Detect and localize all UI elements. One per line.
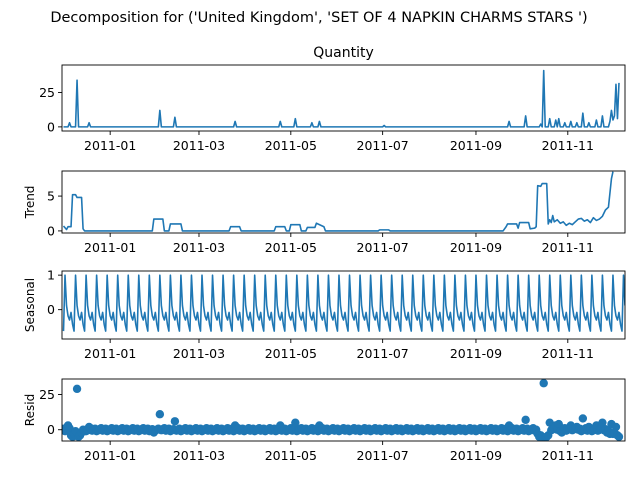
x-tick-label: 2011-07 bbox=[357, 138, 409, 153]
x-tick-label: 2011-11 bbox=[542, 240, 594, 255]
figure-suptitle: Decomposition for ('United Kingdom', 'SE… bbox=[50, 10, 587, 26]
resid-point bbox=[155, 410, 165, 419]
y-tick-label: 0 bbox=[47, 119, 55, 134]
panel-3-frame bbox=[61, 270, 626, 340]
x-tick-label: 2011-07 bbox=[357, 346, 409, 361]
panel-3-series bbox=[62, 274, 625, 332]
y-axis-label: Trend bbox=[23, 186, 37, 220]
resid-point bbox=[170, 417, 180, 426]
y-axis-label: Resid bbox=[23, 394, 37, 426]
x-tick-label: 2011-07 bbox=[357, 448, 409, 463]
y-tick-label: 0 bbox=[47, 223, 55, 238]
x-tick-label: 2011-09 bbox=[450, 240, 502, 255]
x-tick-label: 2011-09 bbox=[450, 138, 502, 153]
x-tick-label: 2011-01 bbox=[84, 138, 136, 153]
panel-4-series bbox=[62, 379, 624, 441]
y-tick-label: 25 bbox=[39, 387, 55, 402]
x-tick-label: 2011-01 bbox=[84, 240, 136, 255]
panel-1-frame bbox=[61, 64, 626, 132]
x-tick-label: 2011-03 bbox=[173, 448, 225, 463]
x-tick-label: 2011-07 bbox=[357, 240, 409, 255]
x-tick-label: 2011-01 bbox=[84, 346, 136, 361]
y-tick-label: 0 bbox=[47, 302, 55, 317]
panel-2: 0 5 2011-01 2011-03 2011-05 2011-07 2011-09 201… bbox=[23, 170, 626, 255]
panel-4-frame bbox=[61, 378, 626, 442]
x-tick-label: 2011-09 bbox=[450, 346, 502, 361]
panel-3: 0 1 2011-01 2011-03 2011-05 2011-07 2011-09 201… bbox=[23, 268, 626, 361]
resid-point bbox=[291, 418, 300, 427]
panel-4: 0 25 2011-01 2011-03 2011-05 2011-07 2011-09 20… bbox=[23, 378, 626, 463]
y-tick-label: 25 bbox=[39, 85, 55, 100]
x-tick-label: 2011-11 bbox=[542, 346, 594, 361]
x-tick-label: 2011-03 bbox=[173, 138, 225, 153]
x-tick-label: 2011-11 bbox=[542, 138, 594, 153]
panel-1-series bbox=[63, 69, 620, 128]
series-line bbox=[62, 274, 625, 332]
resid-point bbox=[614, 432, 624, 441]
panel-1: 0 25 2011-01 2011-03 2011-05 2011-07 2011-09 20… bbox=[39, 45, 626, 153]
y-tick-label: 0 bbox=[47, 422, 55, 437]
series-line bbox=[63, 69, 620, 128]
x-tick-label: 2011-03 bbox=[173, 240, 225, 255]
x-tick-label: 2011-01 bbox=[84, 448, 136, 463]
panel-2-series bbox=[62, 171, 614, 232]
resid-point bbox=[578, 414, 588, 423]
x-tick-label: 2011-05 bbox=[265, 346, 317, 361]
resid-point bbox=[72, 384, 82, 394]
y-axis-label: Seasonal bbox=[23, 278, 37, 332]
y-tick-label: 1 bbox=[47, 268, 55, 283]
y-tick-label: 5 bbox=[47, 189, 55, 204]
series-line bbox=[62, 171, 614, 232]
x-tick-label: 2011-03 bbox=[173, 346, 225, 361]
x-tick-label: 2011-05 bbox=[265, 448, 317, 463]
resid-point bbox=[539, 379, 548, 388]
resid-point bbox=[521, 415, 530, 425]
x-tick-label: 2011-11 bbox=[542, 448, 594, 463]
x-tick-label: 2011-05 bbox=[265, 240, 317, 255]
resid-point bbox=[598, 418, 607, 427]
panel-2-frame bbox=[61, 170, 626, 234]
resid-point bbox=[611, 422, 621, 432]
x-tick-label: 2011-05 bbox=[265, 138, 317, 153]
panel-title: Quantity bbox=[313, 45, 374, 61]
x-tick-label: 2011-09 bbox=[450, 448, 502, 463]
